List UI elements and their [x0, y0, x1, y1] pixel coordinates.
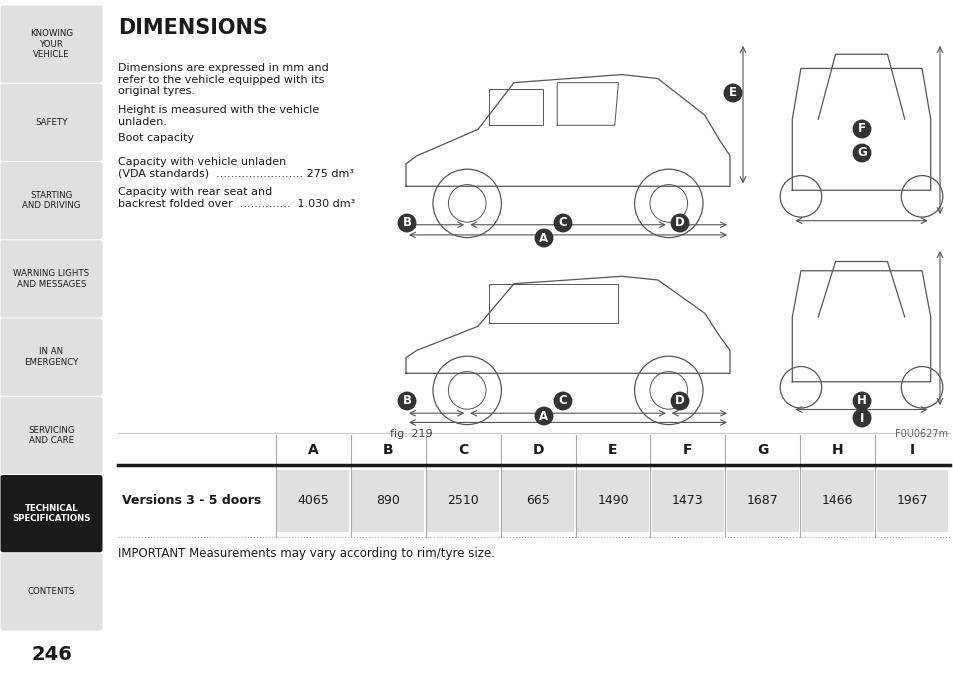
Text: 1490: 1490	[597, 495, 628, 507]
Bar	[876, 470, 947, 532]
Bar	[577, 470, 648, 532]
Bar	[427, 470, 498, 532]
Text: 1687: 1687	[746, 495, 778, 507]
Bar	[651, 470, 723, 532]
Text: E: E	[728, 87, 737, 100]
Text: SERVICING
AND CARE: SERVICING AND CARE	[29, 426, 74, 445]
FancyBboxPatch shape	[1, 83, 102, 161]
Text: 665: 665	[526, 495, 550, 507]
Text: 890: 890	[376, 495, 400, 507]
Text: TECHNICAL
SPECIFICATIONS: TECHNICAL SPECIFICATIONS	[12, 504, 91, 524]
Text: D: D	[532, 443, 543, 457]
FancyBboxPatch shape	[1, 162, 102, 239]
Text: Boot capacity: Boot capacity	[118, 133, 193, 143]
FancyBboxPatch shape	[1, 397, 102, 474]
Text: Capacity with rear seat and
backrest folded over  ..............  1.030 dm³: Capacity with rear seat and backrest fol…	[118, 187, 355, 209]
Bar	[352, 470, 424, 532]
Text: F: F	[682, 443, 692, 457]
Text: C: C	[457, 443, 468, 457]
FancyBboxPatch shape	[1, 5, 102, 83]
Text: Capacity with vehicle unladen
(VDA standards)  ........................ 275 dm³: Capacity with vehicle unladen (VDA stand…	[118, 157, 354, 178]
FancyBboxPatch shape	[1, 553, 102, 631]
Text: G: G	[856, 147, 866, 160]
Text: C: C	[558, 217, 567, 229]
Text: KNOWING
YOUR
VEHICLE: KNOWING YOUR VEHICLE	[30, 29, 73, 59]
Text: A: A	[538, 409, 548, 423]
Text: SAFETY: SAFETY	[35, 118, 68, 127]
Text: F: F	[857, 122, 865, 135]
Text: fig. 219: fig. 219	[390, 429, 432, 439]
Text: STARTING
AND DRIVING: STARTING AND DRIVING	[22, 191, 81, 211]
Text: G: G	[757, 443, 768, 457]
Text: 2510: 2510	[447, 495, 478, 507]
Text: H: H	[831, 443, 842, 457]
Bar	[801, 470, 873, 532]
FancyBboxPatch shape	[1, 240, 102, 318]
FancyBboxPatch shape	[1, 318, 102, 396]
Text: C: C	[558, 394, 567, 407]
Text: IN AN
EMERGENCY: IN AN EMERGENCY	[24, 347, 78, 367]
Bar	[726, 470, 798, 532]
Text: DIMENSIONS: DIMENSIONS	[118, 18, 268, 38]
Text: Dimensions are expressed in mm and
refer to the vehicle equipped with its
origin: Dimensions are expressed in mm and refer…	[118, 63, 329, 96]
Text: 1473: 1473	[671, 495, 703, 507]
Text: B: B	[402, 394, 411, 407]
Text: D: D	[675, 394, 684, 407]
Text: D: D	[675, 217, 684, 229]
Text: 1466: 1466	[821, 495, 853, 507]
FancyBboxPatch shape	[1, 475, 102, 553]
Text: A: A	[538, 232, 548, 244]
Text: H: H	[856, 394, 866, 407]
Text: B: B	[402, 217, 411, 229]
Bar	[277, 470, 349, 532]
Text: 4065: 4065	[297, 495, 329, 507]
Text: I: I	[909, 443, 914, 457]
Text: CONTENTS: CONTENTS	[28, 588, 75, 596]
Text: Height is measured with the vehicle
unladen.: Height is measured with the vehicle unla…	[118, 105, 319, 127]
Text: WARNING LIGHTS
AND MESSAGES: WARNING LIGHTS AND MESSAGES	[13, 269, 90, 289]
Text: F0U0627m: F0U0627m	[894, 429, 947, 439]
Text: 246: 246	[31, 645, 71, 664]
Text: 1967: 1967	[896, 495, 927, 507]
Text: Versions 3 - 5 doors: Versions 3 - 5 doors	[122, 495, 261, 507]
Text: I: I	[859, 411, 863, 425]
Text: E: E	[608, 443, 618, 457]
Text: B: B	[382, 443, 394, 457]
Text: A: A	[308, 443, 318, 457]
Bar	[501, 470, 574, 532]
Text: IMPORTANT Measurements may vary according to rim/tyre size.: IMPORTANT Measurements may vary accordin…	[118, 547, 495, 560]
